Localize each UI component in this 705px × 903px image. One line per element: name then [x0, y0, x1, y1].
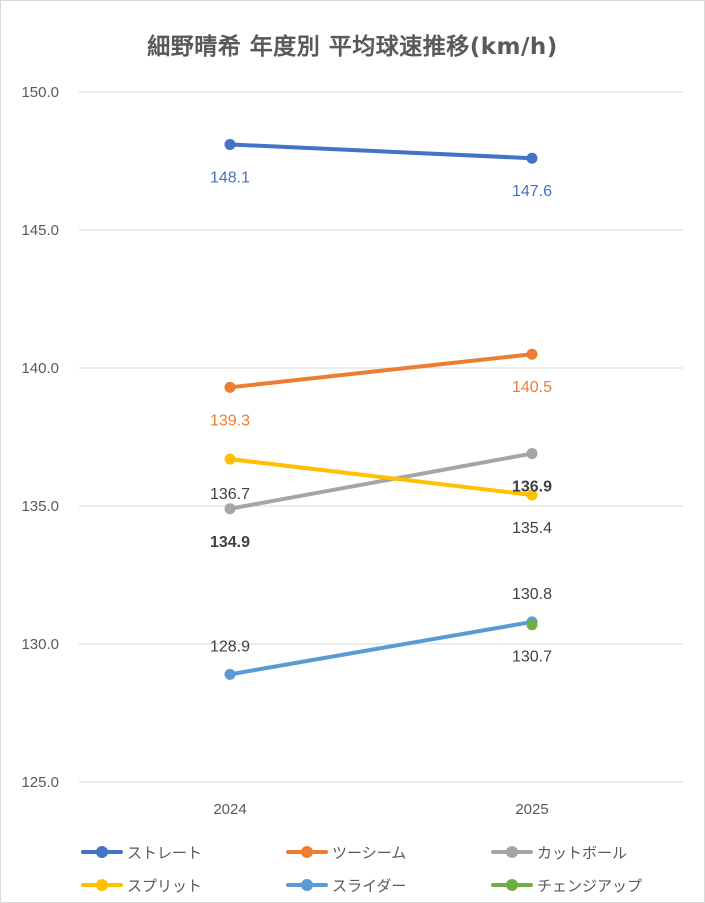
y-tick-label: 145.0: [21, 222, 59, 239]
data-point: [224, 138, 236, 150]
legend-item: カットボール: [491, 841, 681, 863]
x-tick-label: 2025: [515, 801, 548, 818]
data-label: 130.8: [512, 586, 552, 603]
series-line: [228, 451, 534, 511]
legend-label: チェンジアップ: [537, 876, 643, 895]
legend-marker: [301, 879, 313, 891]
series-line: [228, 457, 534, 497]
data-label: 136.7: [210, 486, 250, 503]
legend-label: スライダー: [332, 876, 407, 895]
legend-item: ストレート: [81, 841, 286, 863]
chart-title: 細野晴希 年度別 平均球速推移(km/h): [147, 34, 558, 60]
data-label: 136.9: [512, 479, 552, 496]
series-line: [228, 142, 534, 161]
y-tick-label: 140.0: [21, 360, 59, 377]
data-label: 135.4: [512, 520, 552, 537]
legend-swatch: [286, 877, 328, 893]
legend-swatch: [491, 877, 533, 893]
legend-label: カットボール: [537, 843, 628, 862]
legend-swatch: [81, 877, 123, 893]
data-point: [224, 668, 236, 680]
data-point: [526, 348, 538, 360]
data-point: [224, 503, 236, 515]
series-line: [228, 352, 534, 390]
data-point: [224, 453, 236, 465]
series-line: [228, 619, 534, 677]
legend-label: ストレート: [127, 843, 203, 862]
legend-swatch: [286, 844, 328, 860]
legend-swatch: [491, 844, 533, 860]
y-tick-label: 130.0: [21, 636, 59, 653]
x-tick-label: 2024: [213, 801, 246, 818]
legend-item: スプリット: [81, 874, 286, 896]
legend-marker: [506, 846, 518, 858]
legend-marker: [96, 846, 108, 858]
data-label: 140.5: [512, 379, 552, 396]
legend-swatch: [81, 844, 123, 860]
data-point: [224, 381, 236, 393]
data-label: 128.9: [210, 638, 250, 655]
y-tick-label: 125.0: [21, 774, 59, 791]
legend: ストレート ツーシーム カットボールスプリット スライダー チェンジアップ: [81, 841, 681, 896]
legend-label: スプリット: [127, 876, 203, 895]
legend-item: スライダー: [286, 874, 491, 896]
legend-marker: [301, 846, 313, 858]
data-label: 134.9: [210, 534, 250, 551]
data-label: 139.3: [210, 412, 250, 429]
data-point: [526, 489, 538, 501]
data-label: 147.6: [512, 183, 552, 200]
data-label: 130.7: [512, 649, 552, 666]
legend-label: ツーシーム: [332, 843, 407, 862]
y-tick-label: 150.0: [21, 84, 59, 101]
data-label: 148.1: [210, 169, 250, 186]
legend-marker: [96, 879, 108, 891]
data-point: [526, 619, 538, 631]
data-point: [526, 448, 538, 460]
legend-marker: [506, 879, 518, 891]
legend-item: チェンジアップ: [491, 874, 681, 896]
data-point: [526, 152, 538, 164]
y-tick-label: 135.0: [21, 498, 59, 515]
plot-area: 125.0 130.0 135.0 140.0 145.0 150.0 2024 2025 14…: [21, 84, 683, 818]
legend-item: ツーシーム: [286, 841, 491, 863]
